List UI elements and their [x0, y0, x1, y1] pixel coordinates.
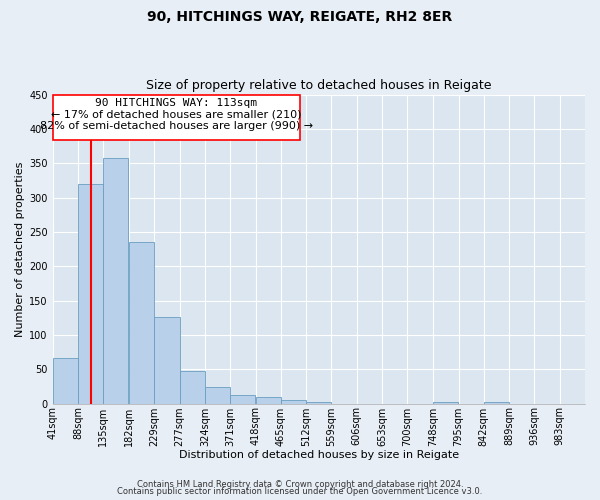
Bar — [281, 400, 306, 404]
Text: ← 17% of detached houses are smaller (210): ← 17% of detached houses are smaller (21… — [51, 110, 301, 120]
Bar — [205, 387, 230, 404]
Text: Contains public sector information licensed under the Open Government Licence v3: Contains public sector information licen… — [118, 487, 482, 496]
Text: 90, HITCHINGS WAY, REIGATE, RH2 8ER: 90, HITCHINGS WAY, REIGATE, RH2 8ER — [148, 10, 452, 24]
Title: Size of property relative to detached houses in Reigate: Size of property relative to detached ho… — [146, 79, 491, 92]
Bar — [256, 396, 281, 404]
FancyBboxPatch shape — [53, 94, 300, 140]
X-axis label: Distribution of detached houses by size in Reigate: Distribution of detached houses by size … — [179, 450, 459, 460]
Bar — [128, 242, 154, 404]
Bar — [180, 370, 205, 404]
Bar — [53, 358, 78, 404]
Y-axis label: Number of detached properties: Number of detached properties — [15, 162, 25, 336]
Bar — [433, 402, 458, 404]
Bar — [230, 394, 256, 404]
Bar — [103, 158, 128, 404]
Text: 90 HITCHINGS WAY: 113sqm: 90 HITCHINGS WAY: 113sqm — [95, 98, 257, 108]
Text: Contains HM Land Registry data © Crown copyright and database right 2024.: Contains HM Land Registry data © Crown c… — [137, 480, 463, 489]
Bar — [78, 184, 103, 404]
Text: 82% of semi-detached houses are larger (990) →: 82% of semi-detached houses are larger (… — [40, 122, 313, 132]
Bar — [307, 402, 331, 404]
Bar — [484, 402, 509, 404]
Bar — [154, 317, 179, 404]
